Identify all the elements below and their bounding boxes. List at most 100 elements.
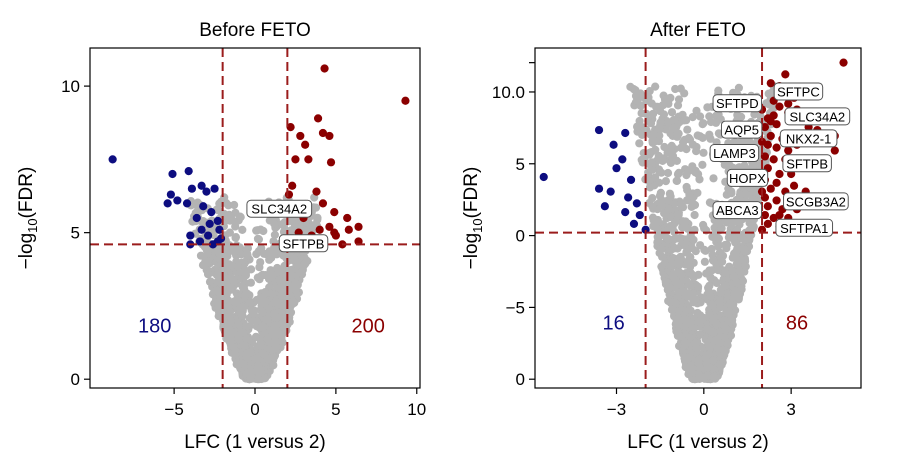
up-point xyxy=(839,58,848,67)
up-point xyxy=(775,210,784,220)
ns-point xyxy=(661,277,670,286)
ns-point xyxy=(238,225,247,234)
count-down: 180 xyxy=(138,315,171,337)
ns-point xyxy=(637,92,646,101)
ns-point xyxy=(253,234,263,243)
ns-point xyxy=(699,313,708,322)
ns-point xyxy=(688,113,697,122)
ns-point xyxy=(658,196,667,205)
y-axis-label-main: −log xyxy=(16,233,37,269)
ns-point xyxy=(679,138,688,147)
ns-point xyxy=(731,238,740,247)
gene-label: NKX2-1 xyxy=(786,131,832,146)
x-tick-label: 0 xyxy=(699,400,708,419)
ns-point xyxy=(709,174,718,183)
ns-point xyxy=(682,248,691,257)
up-point xyxy=(784,146,793,155)
ns-point xyxy=(695,330,704,339)
ns-point xyxy=(226,283,235,292)
down-point xyxy=(606,187,615,196)
ns-point xyxy=(661,177,671,186)
ns-point xyxy=(706,117,716,127)
ns-point xyxy=(270,230,279,239)
ns-point xyxy=(674,210,683,219)
down-point xyxy=(539,172,548,182)
ns-point xyxy=(246,348,255,357)
ns-point xyxy=(226,338,235,347)
ns-point xyxy=(252,317,261,326)
ns-point xyxy=(733,255,742,264)
ns-point xyxy=(278,309,287,318)
up-point xyxy=(763,219,772,228)
down-point xyxy=(199,202,208,211)
ns-point xyxy=(289,297,298,306)
ns-point xyxy=(703,361,712,370)
up-point xyxy=(789,181,799,190)
gene-label-box xyxy=(773,82,824,101)
up-point xyxy=(284,190,294,199)
y-tick-label: 5 xyxy=(71,224,80,243)
ns-point xyxy=(703,324,712,334)
x-axis-label: LFC (1 versus 2) xyxy=(184,432,325,453)
ns-point xyxy=(199,217,208,226)
after-feto-panel: After FETO SFTPD SFTPC SLC34A2 AQP5 NKX2-1 LAM… xyxy=(461,20,862,453)
gene-label-box xyxy=(712,201,763,220)
up-point xyxy=(766,117,775,126)
ns-point xyxy=(694,270,703,279)
gene-label: LAMP3 xyxy=(713,146,756,161)
up-point xyxy=(769,155,778,164)
x-tick-label: 5 xyxy=(331,400,340,419)
gene-label: SFTPA1 xyxy=(780,221,828,236)
gene-label-box xyxy=(726,168,769,187)
ns-point xyxy=(703,371,713,380)
gene-label-box xyxy=(246,199,313,218)
ns-point xyxy=(725,299,735,308)
ns-point xyxy=(705,281,714,290)
ns-point xyxy=(705,310,715,319)
down-point xyxy=(594,184,604,193)
ns-point xyxy=(277,291,286,300)
up-point xyxy=(344,225,353,234)
ns-point xyxy=(685,280,694,289)
x-tick-label: −5 xyxy=(164,400,183,419)
up-point xyxy=(296,131,305,141)
x-tick-label: 3 xyxy=(786,400,795,419)
y-axis-label-subscript: 10 xyxy=(470,218,485,232)
ns-point xyxy=(687,368,697,377)
ns-point xyxy=(682,116,691,125)
ns-point xyxy=(721,274,731,283)
ns-point xyxy=(261,297,270,306)
down-point xyxy=(192,213,201,223)
x-tick-label: 0 xyxy=(250,400,259,419)
ns-point xyxy=(738,277,748,286)
ns-point xyxy=(240,265,249,274)
y-tick-label: 10.0 xyxy=(492,83,525,102)
ns-point xyxy=(680,287,689,296)
gene-label-box xyxy=(784,107,851,126)
gene-label: SCGB3A2 xyxy=(786,194,846,209)
up-point xyxy=(772,196,781,205)
ns-point xyxy=(712,278,721,288)
ns-point xyxy=(664,296,673,306)
ns-point xyxy=(308,221,318,230)
ns-point xyxy=(699,119,708,128)
ns-point xyxy=(700,257,710,266)
ns-point xyxy=(712,319,721,328)
ns-point xyxy=(683,224,692,233)
ns-point xyxy=(231,233,240,242)
y-tick-label: −5 xyxy=(506,298,525,317)
ns-point xyxy=(648,202,657,211)
ns-point xyxy=(683,125,692,134)
count-up: 200 xyxy=(352,315,385,337)
ns-point xyxy=(689,298,698,307)
up-point xyxy=(766,79,775,88)
ns-point xyxy=(239,328,248,337)
down-point xyxy=(635,210,644,220)
up-point xyxy=(330,208,339,217)
up-point xyxy=(288,181,297,190)
down-point xyxy=(163,199,172,208)
up-point xyxy=(325,222,334,231)
down-point xyxy=(207,208,216,217)
y-tick-label: 10 xyxy=(61,77,80,96)
